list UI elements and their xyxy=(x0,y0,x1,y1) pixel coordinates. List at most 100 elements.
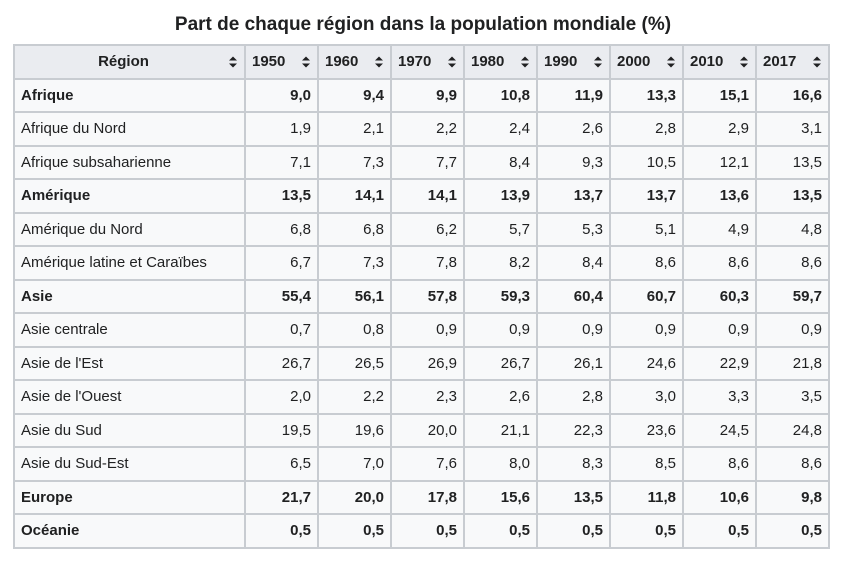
value-cell: 5,7 xyxy=(463,211,538,247)
region-cell: Amérique du Nord xyxy=(13,211,246,247)
value-cell: 24,8 xyxy=(755,412,830,448)
value-cell: 10,6 xyxy=(682,479,757,515)
column-header-2010[interactable]: 2010 xyxy=(682,44,757,80)
value-cell: 7,3 xyxy=(317,245,392,281)
value-cell: 3,0 xyxy=(609,379,684,415)
value-cell: 15,6 xyxy=(463,479,538,515)
region-cell: Asie centrale xyxy=(13,312,246,348)
sort-icon[interactable] xyxy=(448,56,456,68)
value-cell: 0,9 xyxy=(390,312,465,348)
value-cell: 2,8 xyxy=(609,111,684,147)
value-cell: 22,9 xyxy=(682,345,757,381)
value-cell: 13,5 xyxy=(536,479,611,515)
value-cell: 13,7 xyxy=(536,178,611,214)
value-cell: 4,9 xyxy=(682,211,757,247)
sort-up-arrow-icon xyxy=(229,56,237,61)
column-header-1980[interactable]: 1980 xyxy=(463,44,538,80)
value-cell: 60,3 xyxy=(682,278,757,314)
value-cell: 6,7 xyxy=(244,245,319,281)
value-cell: 9,3 xyxy=(536,144,611,180)
value-cell: 59,3 xyxy=(463,278,538,314)
column-header-label: 2010 xyxy=(690,53,724,71)
value-cell: 19,5 xyxy=(244,412,319,448)
column-header-label: 1960 xyxy=(325,53,359,71)
sort-icon[interactable] xyxy=(229,56,237,68)
value-cell: 7,3 xyxy=(317,144,392,180)
value-cell: 26,9 xyxy=(390,345,465,381)
sort-down-arrow-icon xyxy=(448,63,456,68)
value-cell: 5,3 xyxy=(536,211,611,247)
column-header-1960[interactable]: 1960 xyxy=(317,44,392,80)
value-cell: 26,5 xyxy=(317,345,392,381)
table-caption: Part de chaque région dans la population… xyxy=(174,14,672,35)
value-cell: 24,5 xyxy=(682,412,757,448)
value-cell: 13,7 xyxy=(609,178,684,214)
value-cell: 26,1 xyxy=(536,345,611,381)
value-cell: 9,8 xyxy=(755,479,830,515)
value-cell: 21,1 xyxy=(463,412,538,448)
column-header-2000[interactable]: 2000 xyxy=(609,44,684,80)
value-cell: 8,6 xyxy=(682,245,757,281)
value-cell: 0,5 xyxy=(317,513,392,549)
table-row: Asie de l'Ouest 2,0 2,2 2,3 2,6 2,8 3,0 3,3 3,5 xyxy=(13,379,830,415)
value-cell: 13,3 xyxy=(609,77,684,113)
sort-icon[interactable] xyxy=(302,56,310,68)
value-cell: 26,7 xyxy=(463,345,538,381)
value-cell: 9,9 xyxy=(390,77,465,113)
value-cell: 0,5 xyxy=(609,513,684,549)
value-cell: 21,8 xyxy=(755,345,830,381)
sort-up-arrow-icon xyxy=(594,56,602,61)
value-cell: 3,1 xyxy=(755,111,830,147)
value-cell: 7,1 xyxy=(244,144,319,180)
value-cell: 19,6 xyxy=(317,412,392,448)
value-cell: 0,9 xyxy=(463,312,538,348)
population-share-table: Région 1950 1960 1970 1980 1990 2000 2010 2017 A… xyxy=(13,44,830,549)
table-row: Asie 55,4 56,1 57,8 59,3 60,4 60,7 60,3 59,7 xyxy=(13,278,830,314)
value-cell: 57,8 xyxy=(390,278,465,314)
value-cell: 0,9 xyxy=(755,312,830,348)
region-cell: Asie du Sud xyxy=(13,412,246,448)
sort-icon[interactable] xyxy=(521,56,529,68)
column-header-region[interactable]: Région xyxy=(13,44,246,80)
column-header-1990[interactable]: 1990 xyxy=(536,44,611,80)
column-header-1970[interactable]: 1970 xyxy=(390,44,465,80)
value-cell: 26,7 xyxy=(244,345,319,381)
value-cell: 23,6 xyxy=(609,412,684,448)
sort-icon[interactable] xyxy=(667,56,675,68)
sort-icon[interactable] xyxy=(740,56,748,68)
value-cell: 6,8 xyxy=(244,211,319,247)
value-cell: 11,8 xyxy=(609,479,684,515)
value-cell: 0,7 xyxy=(244,312,319,348)
sort-icon[interactable] xyxy=(813,56,821,68)
sort-down-arrow-icon xyxy=(302,63,310,68)
value-cell: 11,9 xyxy=(536,77,611,113)
value-cell: 21,7 xyxy=(244,479,319,515)
value-cell: 17,8 xyxy=(390,479,465,515)
column-header-2017[interactable]: 2017 xyxy=(755,44,830,80)
column-header-1950[interactable]: 1950 xyxy=(244,44,319,80)
sort-up-arrow-icon xyxy=(667,56,675,61)
value-cell: 7,6 xyxy=(390,446,465,482)
value-cell: 7,8 xyxy=(390,245,465,281)
value-cell: 2,0 xyxy=(244,379,319,415)
value-cell: 20,0 xyxy=(317,479,392,515)
table-row: Amérique latine et Caraïbes 6,7 7,3 7,8 8,2 8… xyxy=(13,245,830,281)
value-cell: 8,5 xyxy=(609,446,684,482)
region-cell: Amérique latine et Caraïbes xyxy=(13,245,246,281)
sort-down-arrow-icon xyxy=(667,63,675,68)
region-cell: Asie du Sud-Est xyxy=(13,446,246,482)
table-row: Amérique 13,5 14,1 14,1 13,9 13,7 13,7 13,6 13,5 xyxy=(13,178,830,214)
region-cell: Afrique subsaharienne xyxy=(13,144,246,180)
value-cell: 22,3 xyxy=(536,412,611,448)
region-cell: Afrique du Nord xyxy=(13,111,246,147)
sort-icon[interactable] xyxy=(594,56,602,68)
table-row: Afrique subsaharienne 7,1 7,3 7,7 8,4 9,3 10,5… xyxy=(13,144,830,180)
sort-down-arrow-icon xyxy=(521,63,529,68)
value-cell: 8,6 xyxy=(682,446,757,482)
sort-icon[interactable] xyxy=(375,56,383,68)
value-cell: 6,2 xyxy=(390,211,465,247)
value-cell: 3,3 xyxy=(682,379,757,415)
column-header-label: 1980 xyxy=(471,53,505,71)
region-cell: Asie xyxy=(13,278,246,314)
sort-up-arrow-icon xyxy=(448,56,456,61)
